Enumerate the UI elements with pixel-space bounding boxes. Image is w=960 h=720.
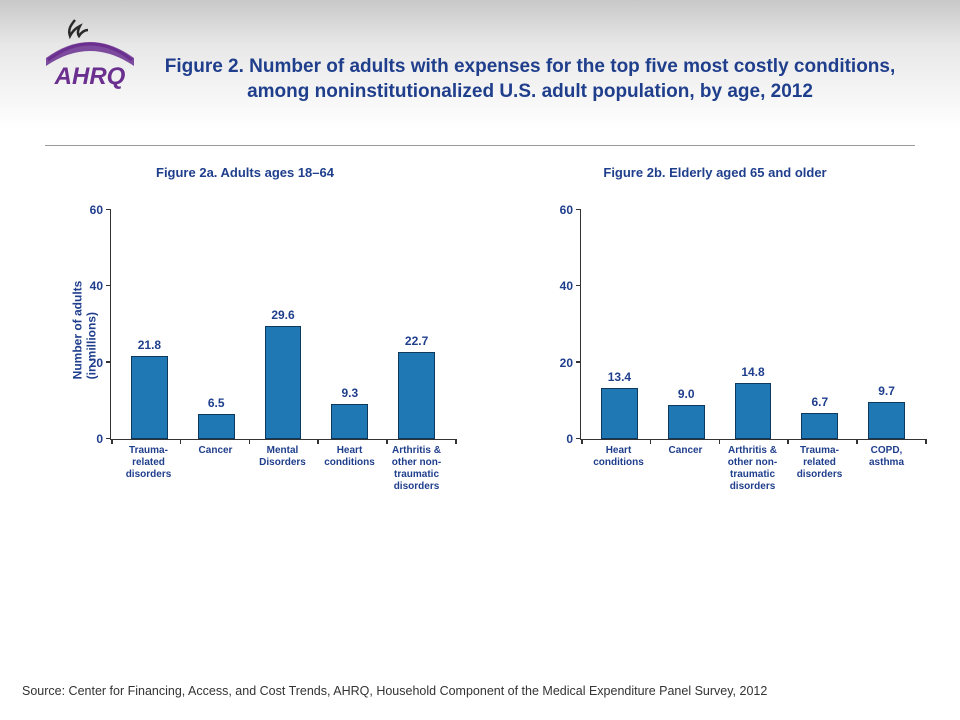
header-band: AHRQ Figure 2. Number of adults with exp… xyxy=(0,0,960,130)
x-tick-mark xyxy=(856,439,858,444)
y-tick-label: 0 xyxy=(96,432,111,446)
bar-rect xyxy=(801,413,838,439)
bar-value-label: 29.6 xyxy=(271,308,294,322)
x-tick-mark xyxy=(317,439,319,444)
bar-rect xyxy=(131,356,168,439)
x-tick-mark xyxy=(386,439,388,444)
x-category-label: Cancer xyxy=(652,445,719,493)
y-tick-label: 20 xyxy=(90,356,111,370)
bar-slot: 29.6 xyxy=(250,210,317,439)
bar-slot: 22.7 xyxy=(383,210,450,439)
svg-text:AHRQ: AHRQ xyxy=(54,63,126,90)
x-tick-mark xyxy=(581,439,583,444)
x-category-label: Heartconditions xyxy=(316,445,383,493)
chart-a-plot: 21.86.529.69.322.7 0204060 xyxy=(110,210,455,440)
x-tick-mark xyxy=(180,439,182,444)
x-tick-mark xyxy=(787,439,789,444)
bar-rect xyxy=(265,326,302,439)
bar-value-label: 22.7 xyxy=(405,334,428,348)
bar-rect xyxy=(868,402,905,439)
y-tick-label: 60 xyxy=(560,203,581,217)
x-tick-mark xyxy=(455,439,457,444)
y-tick-label: 60 xyxy=(90,203,111,217)
bar-slot: 9.0 xyxy=(653,210,720,439)
chart-a-subtitle: Figure 2a. Adults ages 18–64 xyxy=(25,165,465,180)
x-tick-mark xyxy=(719,439,721,444)
chart-b-plot: 13.49.014.86.79.7 0204060 xyxy=(580,210,925,440)
x-category-label: Heartconditions xyxy=(585,445,652,493)
divider xyxy=(45,145,915,146)
bar-value-label: 9.3 xyxy=(341,386,358,400)
bar-rect xyxy=(398,352,435,439)
bar-value-label: 13.4 xyxy=(608,370,631,384)
bar-slot: 9.7 xyxy=(853,210,920,439)
bar-slot: 14.8 xyxy=(720,210,787,439)
bar-slot: 6.7 xyxy=(786,210,853,439)
chart-b-panel: Figure 2b. Elderly aged 65 and older 13.… xyxy=(495,165,935,460)
y-tick-label: 0 xyxy=(566,432,581,446)
x-category-label: COPD, asthma xyxy=(853,445,920,493)
y-tick-mark xyxy=(576,209,581,211)
chart-a-panel: Figure 2a. Adults ages 18–64 Number of a… xyxy=(25,165,465,460)
x-category-label: Trauma-relateddisorders xyxy=(115,445,182,493)
bar-value-label: 9.0 xyxy=(678,387,695,401)
x-category-label: Arthritis &other non-traumaticdisorders xyxy=(719,445,786,493)
y-tick-label: 40 xyxy=(90,279,111,293)
bar-value-label: 6.5 xyxy=(208,396,225,410)
x-category-label: MentalDisorders xyxy=(249,445,316,493)
y-tick-label: 20 xyxy=(560,356,581,370)
bar-value-label: 6.7 xyxy=(811,395,828,409)
y-tick-mark xyxy=(106,285,111,287)
x-tick-mark xyxy=(111,439,113,444)
bar-slot: 9.3 xyxy=(316,210,383,439)
bar-value-label: 9.7 xyxy=(878,384,895,398)
x-category-label: Trauma-relateddisorders xyxy=(786,445,853,493)
x-category-label: Cancer xyxy=(182,445,249,493)
x-tick-mark xyxy=(249,439,251,444)
charts-container: Figure 2a. Adults ages 18–64 Number of a… xyxy=(0,165,960,460)
bar-rect xyxy=(668,405,705,439)
x-tick-mark xyxy=(650,439,652,444)
y-tick-label: 40 xyxy=(560,279,581,293)
y-tick-mark xyxy=(576,361,581,363)
chart-b-subtitle: Figure 2b. Elderly aged 65 and older xyxy=(495,165,935,180)
bar-slot: 13.4 xyxy=(586,210,653,439)
bar-rect xyxy=(331,404,368,439)
y-tick-mark xyxy=(106,361,111,363)
bar-slot: 21.8 xyxy=(116,210,183,439)
x-tick-mark xyxy=(925,439,927,444)
bar-rect xyxy=(198,414,235,439)
y-tick-mark xyxy=(576,285,581,287)
y-tick-mark xyxy=(106,209,111,211)
bar-slot: 6.5 xyxy=(183,210,250,439)
x-category-label: Arthritis &other non-traumaticdisorders xyxy=(383,445,450,493)
bar-rect xyxy=(601,388,638,439)
ahrq-logo: AHRQ xyxy=(40,18,140,98)
bar-value-label: 21.8 xyxy=(138,338,161,352)
bar-value-label: 14.8 xyxy=(741,365,764,379)
source-citation: Source: Center for Financing, Access, an… xyxy=(22,684,767,698)
figure-title: Figure 2. Number of adults with expenses… xyxy=(160,55,900,104)
bar-rect xyxy=(735,383,772,439)
